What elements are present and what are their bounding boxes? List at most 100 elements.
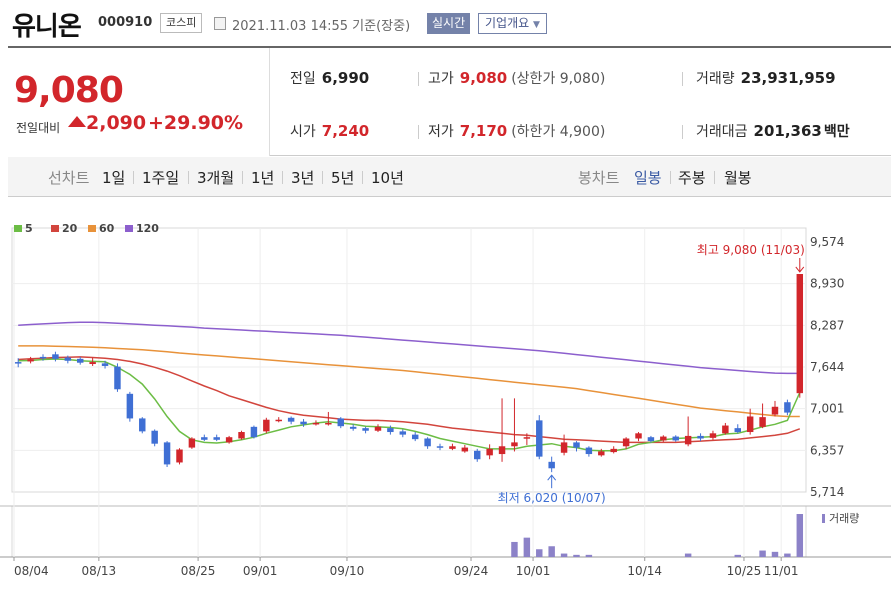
- volume-bar: [734, 554, 741, 557]
- candle-body: [399, 431, 407, 435]
- candle-body: [188, 438, 196, 448]
- tab-5y[interactable]: 5년: [331, 169, 355, 187]
- volume-bar: [548, 546, 555, 557]
- candle-body: [325, 422, 332, 425]
- volume-label: 거래량: [829, 512, 859, 525]
- legend-swatch: [14, 225, 22, 232]
- current-price-panel: 9,080 전일대비 2,090 +29.90%: [8, 48, 270, 156]
- prev-close-label: 전일: [290, 71, 316, 87]
- company-overview-button[interactable]: 기업개요 ▼: [478, 13, 547, 34]
- quote-summary: 9,080 전일대비 2,090 +29.90% 전일 6,990 고가 9,080…: [8, 46, 891, 156]
- candle-body: [27, 359, 34, 362]
- candle-body: [151, 430, 158, 444]
- candle-body: [722, 425, 729, 434]
- chart-svg: 9,574 8,930 8,287 7,644 7,001 6,357 5,714 08/04…: [0, 222, 891, 578]
- candle-body: [610, 448, 617, 453]
- x-tick-label: 08/25: [181, 564, 216, 578]
- x-tick-label: 10/01: [516, 564, 551, 578]
- candle-body: [672, 436, 679, 441]
- divider: [714, 171, 715, 184]
- candle-body: [511, 442, 518, 447]
- candle-body: [201, 437, 208, 440]
- candle-body: [424, 438, 431, 447]
- candle-body: [498, 446, 506, 455]
- divider: [188, 171, 189, 184]
- legend-label: 60: [99, 222, 115, 235]
- change-label: 전일대비: [16, 121, 61, 135]
- volume-bar: [573, 554, 580, 557]
- volume-bar: [585, 554, 593, 557]
- high-label: 고가: [428, 71, 454, 87]
- trade-amount-unit: 백만: [823, 124, 850, 140]
- candle-body: [560, 442, 568, 453]
- y-tick-label: 9,574: [810, 235, 844, 249]
- tab-1y[interactable]: 1년: [251, 169, 275, 187]
- legend-label: 120: [136, 222, 159, 235]
- prev-close: 전일 6,990: [290, 68, 369, 88]
- up-arrow-icon: [68, 116, 86, 127]
- tab-3m[interactable]: 3개월: [197, 169, 235, 187]
- divider: [282, 171, 283, 184]
- volume-bar: [796, 514, 804, 557]
- candle-body: [548, 461, 555, 469]
- ma120-line: [18, 321, 800, 375]
- divider: [362, 171, 363, 184]
- candle-body: [225, 437, 233, 443]
- candle-body: [349, 426, 357, 429]
- low-label: 저가: [428, 124, 454, 140]
- candle-body: [411, 434, 419, 440]
- change-percent: +29.90%: [148, 112, 244, 134]
- divider: [670, 171, 671, 184]
- y-tick-label: 8,287: [810, 318, 844, 332]
- divider: [418, 72, 419, 86]
- high-arrow-head: [795, 266, 805, 273]
- chevron-down-icon: ▼: [533, 20, 540, 30]
- change-amount: 2,090: [86, 112, 147, 134]
- volume-bar: [684, 553, 692, 557]
- tab-monthly[interactable]: 월봉: [724, 169, 752, 187]
- candlestick-chart: 9,574 8,930 8,287 7,644 7,001 6,357 5,714 08/04…: [0, 200, 891, 589]
- stock-header: 유니온 000910 코스피 2021.11.03 14:55 기준(장중) 실…: [0, 0, 891, 46]
- realtime-button[interactable]: 실시간: [427, 13, 471, 34]
- volume-frame: [11, 505, 807, 558]
- y-tick-label: 8,930: [810, 277, 844, 291]
- x-tick-label: 09/10: [330, 564, 365, 578]
- divider: [133, 171, 134, 184]
- legend-swatch: [88, 225, 96, 232]
- candle-body: [275, 419, 282, 422]
- candle-body: [486, 448, 493, 456]
- candle-body: [660, 436, 667, 441]
- line-chart-label: 선차트: [48, 169, 90, 187]
- candle-body: [300, 421, 307, 425]
- ma5-line: [18, 358, 801, 452]
- low: 저가 7,170 (하한가 4,900): [428, 121, 605, 141]
- candle-body: [387, 428, 394, 433]
- divider: [322, 171, 323, 184]
- x-tick-label: 08/13: [82, 564, 117, 578]
- candle-body: [474, 450, 481, 460]
- volume-bar: [536, 549, 543, 557]
- open-label: 시가: [290, 124, 316, 140]
- candle-body: [461, 447, 469, 452]
- tab-1w[interactable]: 1주일: [142, 169, 180, 187]
- candle-body: [77, 358, 84, 363]
- volume-bar: [771, 551, 779, 557]
- candle-body: [449, 446, 456, 449]
- tab-daily[interactable]: 일봉: [634, 169, 662, 187]
- candle-body: [337, 418, 344, 427]
- tab-10y[interactable]: 10년: [371, 169, 404, 187]
- low-annotation: 최저 6,020 (10/07): [498, 491, 606, 505]
- tab-1d[interactable]: 1일: [102, 169, 126, 187]
- volume-value: 23,931,959: [740, 69, 836, 87]
- candle-body: [126, 393, 134, 419]
- candle-body: [101, 363, 109, 366]
- candle-body: [598, 451, 605, 456]
- candle-body: [238, 432, 245, 439]
- candle-body: [523, 437, 531, 439]
- candle-body: [362, 428, 369, 431]
- candle-body: [573, 442, 580, 448]
- tab-weekly[interactable]: 주봉: [678, 169, 706, 187]
- candle-body: [759, 417, 766, 427]
- calendar-icon: [214, 17, 226, 30]
- tab-3y[interactable]: 3년: [291, 169, 315, 187]
